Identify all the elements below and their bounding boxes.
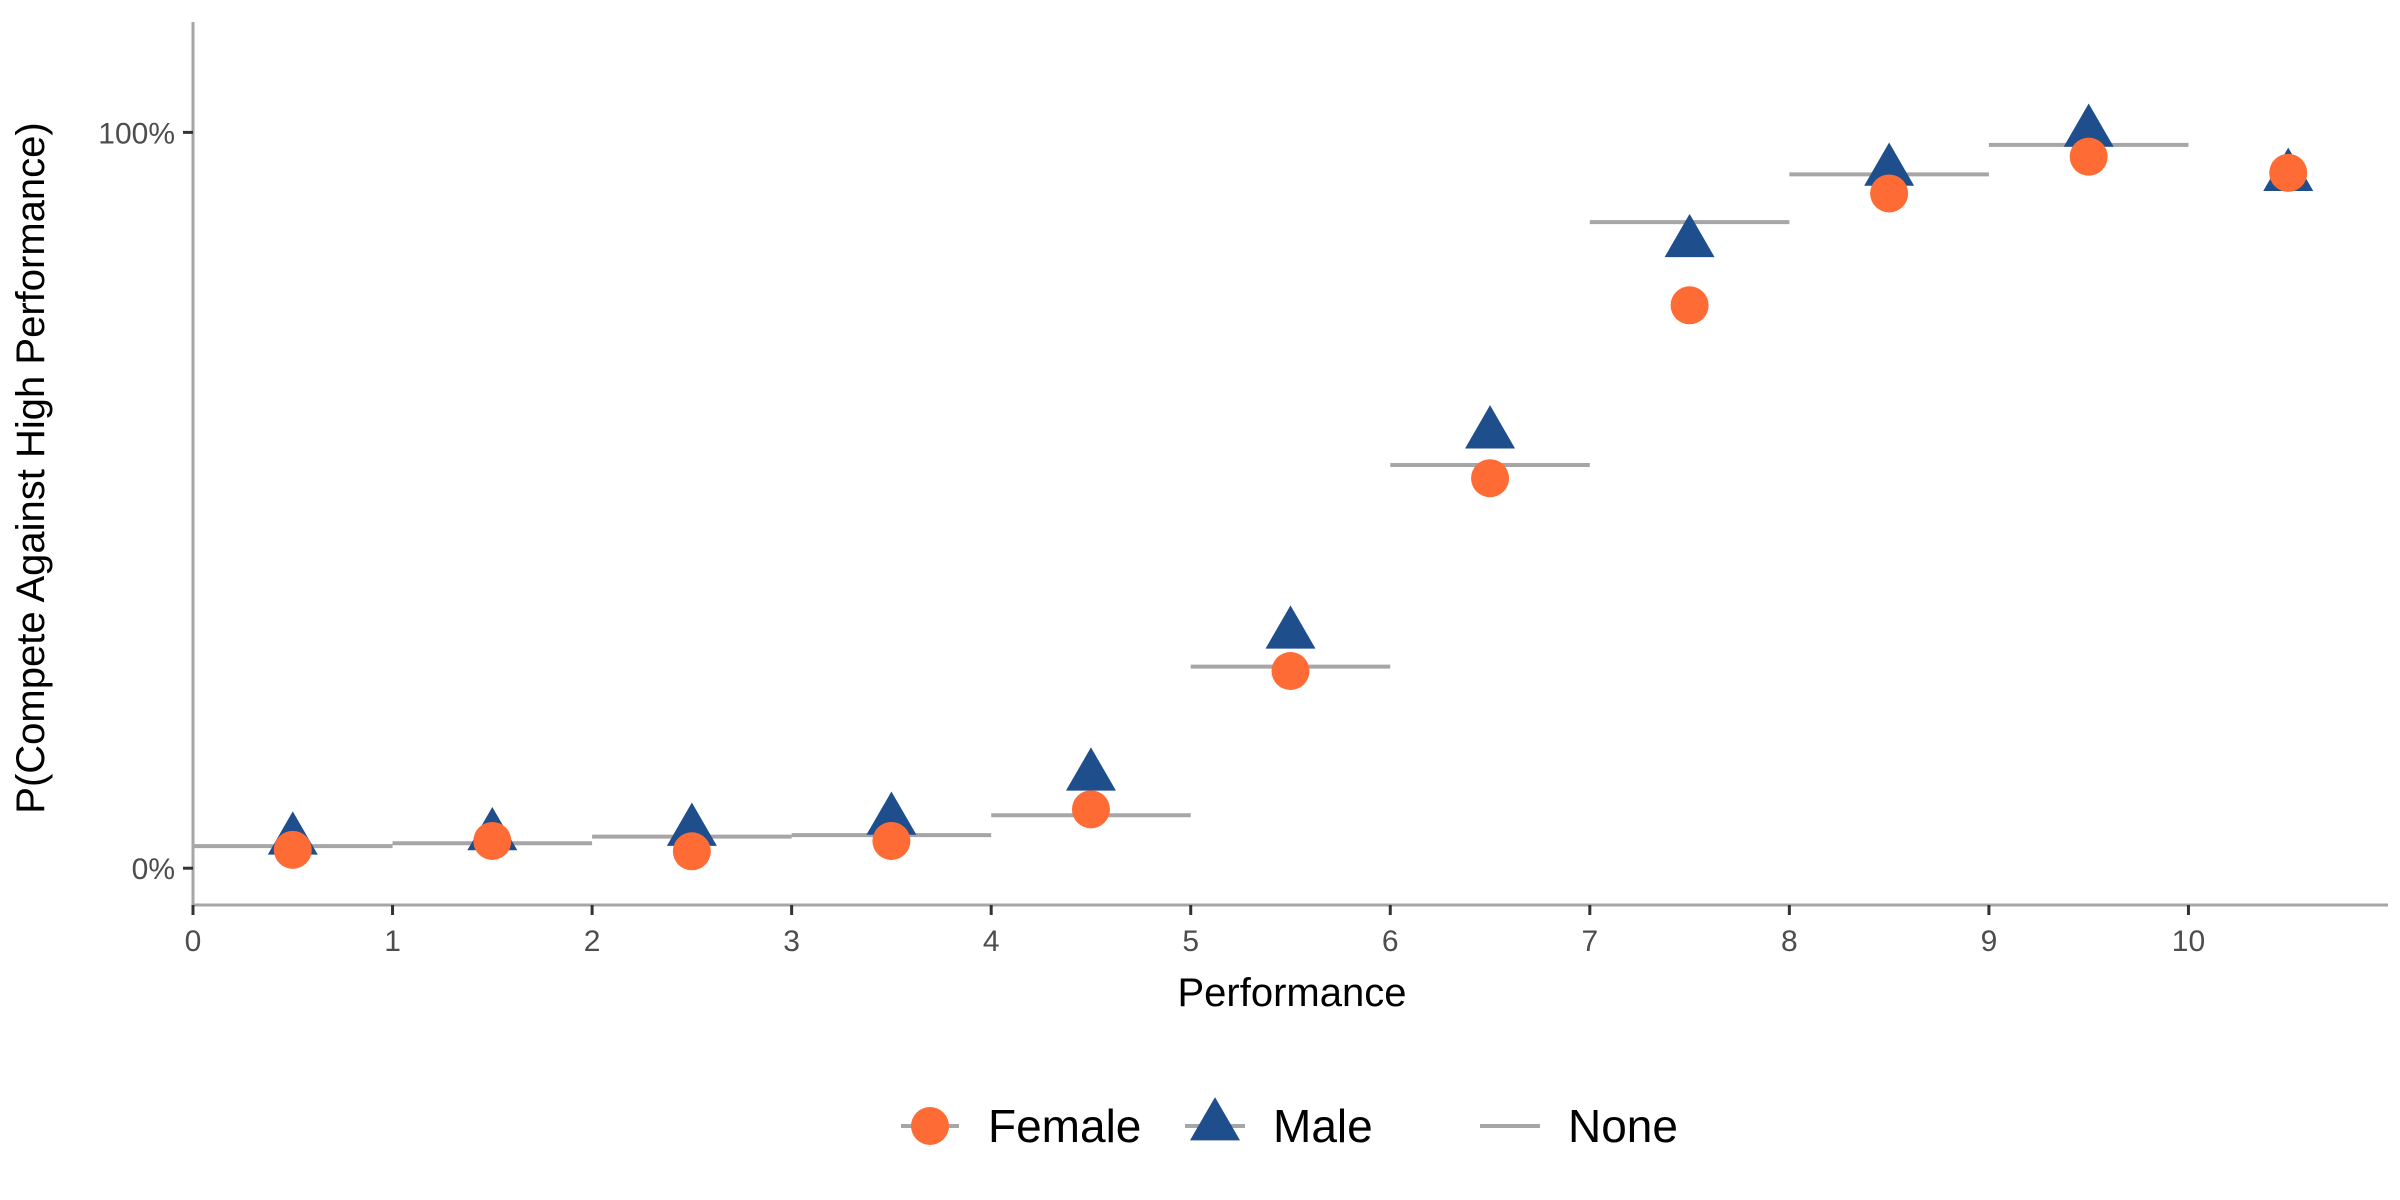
legend-male-key	[1190, 1097, 1240, 1141]
x-tick-label: 2	[584, 925, 601, 958]
axes: 0 1 2 3 4 5 6 7 8 9 100%100%	[98, 22, 2388, 958]
female-point	[273, 830, 312, 869]
x-tick-label: 0	[185, 925, 202, 958]
female-series-layer	[273, 137, 2308, 871]
x-tick-label: 7	[1581, 925, 1598, 958]
male-point	[666, 802, 717, 846]
legend-label-male: Male	[1273, 1100, 1373, 1152]
legend-female-key	[911, 1107, 949, 1145]
female-point	[2069, 137, 2108, 176]
male-point	[1065, 747, 1116, 791]
female-point	[473, 821, 512, 860]
male-point	[1465, 405, 1516, 449]
x-tick-label: 3	[783, 925, 800, 958]
y-tick-label: 0%	[132, 853, 175, 886]
male-point	[1265, 605, 1316, 649]
x-tick-label: 6	[1382, 925, 1399, 958]
male-point	[1664, 213, 1715, 258]
male-point	[1864, 142, 1915, 186]
x-tick-label: 9	[1981, 925, 1998, 958]
female-point	[1471, 459, 1510, 498]
legend: Female Male None	[901, 1097, 1678, 1152]
legend-label-female: Female	[988, 1100, 1141, 1152]
male-point	[2063, 103, 2114, 147]
x-tick-label: 5	[1182, 925, 1199, 958]
x-tick-label: 8	[1781, 925, 1798, 958]
female-point	[2269, 153, 2308, 192]
female-point	[1870, 174, 1909, 213]
female-point	[1670, 286, 1709, 325]
x-tick-label: 1	[384, 925, 401, 958]
female-point	[872, 821, 911, 860]
male-point	[866, 791, 917, 835]
female-point	[1271, 652, 1310, 691]
y-axis-title: P(Compete Against High Performance)	[9, 122, 53, 813]
y-tick-label: 100%	[98, 117, 175, 150]
legend-label-none: None	[1568, 1100, 1678, 1152]
x-tick-label: 4	[983, 925, 1000, 958]
female-point	[672, 832, 711, 871]
x-axis-title: Performance	[1178, 971, 1407, 1015]
x-tick-label: 10	[2172, 925, 2205, 958]
female-point	[1071, 790, 1110, 829]
